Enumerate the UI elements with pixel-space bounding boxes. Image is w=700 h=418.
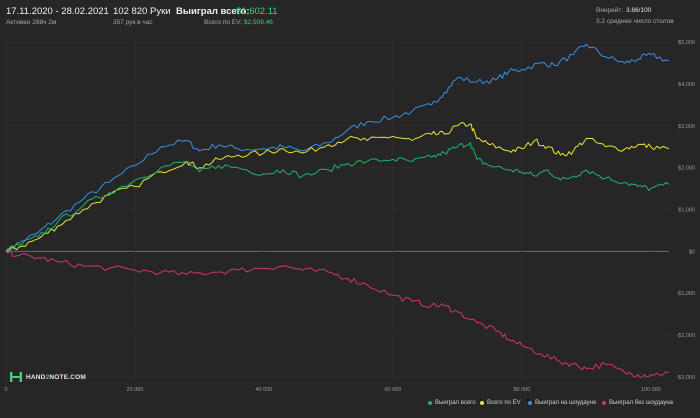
hands-count: 102 820 Руки [113,6,171,17]
legend-swatch [602,401,606,405]
x-axis-labels: 0 20 000 40 000 60 000 80 000 100 000 [4,387,660,393]
y-tick-label: $1,000 [678,208,695,214]
x-tick-label: 0 [4,387,7,393]
legend-swatch [428,401,432,405]
y-tick-label: -$1,000 [676,291,695,297]
x-tick-label: 80 000 [513,387,530,393]
legend-label: Выиграл всего [435,400,476,406]
x-tick-label: 60 000 [384,387,401,393]
winrate-label: Винрейт: [596,7,624,14]
legend-item-non-showdown[interactable]: Выиграл без шоудауна [602,400,673,406]
legend-item-ev[interactable]: Всего по EV [480,400,521,406]
logo-text: HAND2NOTE.COM [26,373,87,381]
legend-swatch [528,401,532,405]
active-time: Активен 288ч 2м [6,19,57,26]
x-tick-label: 40 000 [256,387,273,393]
stats-header: 17.11.2020 - 28.02.2021 Активен 288ч 2м … [0,0,700,30]
won-total-label: Выиграл всего: [176,6,250,17]
legend-label: Выиграл на шоудауне [535,400,597,406]
y-tick-label: $4,000 [678,82,695,88]
legend-swatch [480,401,484,405]
legend-label: Всего по EV [487,400,521,406]
series-line-showdown [5,43,670,254]
y-tick-label: -$3,000 [676,375,695,381]
hand2note-logo-icon [10,372,22,382]
won-total-value: $1,602.11 [236,6,278,17]
y-tick-label: $3,000 [678,124,695,130]
hands-per-hour: 357 рук в час [113,19,153,26]
legend-item-showdown[interactable]: Выиграл на шоудауне [528,400,596,406]
y-tick-label: $5,000 [678,40,695,46]
series-line-non-showdown [5,249,670,378]
y-tick-label: $2,000 [678,166,695,172]
chart-series [5,43,670,378]
tables-average: 3.2 среднее число столов [596,18,674,25]
ev-label: Всего по EV: [204,19,243,26]
y-tick-label: $0 [689,249,695,255]
y-axis-labels: -$3,000 -$2,000 -$1,000 $0 $1,000 $2,000 $3,00… [676,40,695,381]
hand2note-logo: HAND2NOTE.COM [10,371,86,383]
legend-item-won-total[interactable]: Выиграл всего [428,400,476,406]
series-line-ev [5,122,670,252]
chart-grid [5,38,669,381]
ev-value: $2,509.46 [244,19,273,26]
winrate-value: 3.66/100 [626,7,652,14]
series-line-won-total [5,142,670,253]
date-range: 17.11.2020 - 28.02.2021 [6,6,109,17]
legend-label: Выиграл без шоудауна [609,400,673,406]
x-tick-label: 100 000 [641,387,661,393]
y-tick-label: -$2,000 [676,333,695,339]
x-tick-label: 20 000 [127,387,144,393]
